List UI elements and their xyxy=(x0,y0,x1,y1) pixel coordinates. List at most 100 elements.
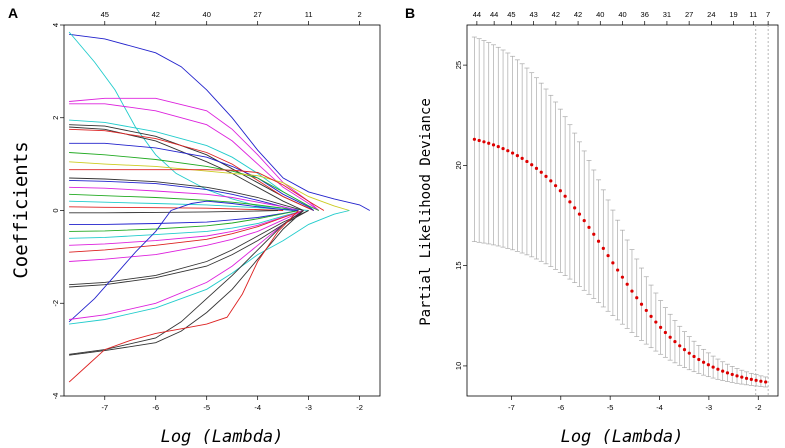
coef-path-path11 xyxy=(69,161,350,211)
y-tick-label: 20 xyxy=(454,161,463,169)
coef-path-path05 xyxy=(69,119,315,211)
deviance-point xyxy=(697,357,701,362)
deviance-point xyxy=(687,351,691,355)
y-tick-label: 10 xyxy=(454,362,463,370)
top-tick-label: 2 xyxy=(358,10,362,19)
coef-path-path28 xyxy=(68,200,299,323)
panel-b: B -7 -6 -5 -4 -3 -2 10 15 20 25 44 44 45 43 42 42 40 40… xyxy=(405,5,779,447)
coef-path-path31 xyxy=(69,210,304,355)
coef-path-path02 xyxy=(68,31,309,211)
top-tick-label: 19 xyxy=(729,10,737,19)
deviance-point xyxy=(596,239,601,243)
deviance-point xyxy=(682,348,687,352)
y-tick-label: -4 xyxy=(51,393,60,400)
panel-b-top-axis: 44 44 45 43 42 42 40 40 36 31 27 24 19 11 7 xyxy=(473,10,770,25)
deviance-point xyxy=(749,377,753,381)
top-tick-label: 42 xyxy=(152,10,160,19)
coef-path-path13 xyxy=(69,177,304,211)
top-tick-label: 45 xyxy=(507,10,515,19)
deviance-point xyxy=(487,141,491,145)
deviance-point xyxy=(711,365,715,369)
y-tick-label: 0 xyxy=(51,208,60,212)
deviance-point xyxy=(616,268,620,272)
deviance-point xyxy=(620,275,625,279)
x-tick-label: -5 xyxy=(607,403,614,412)
x-tick-label: -3 xyxy=(706,403,713,412)
x-tick-label: -5 xyxy=(203,403,210,412)
deviance-point xyxy=(759,379,763,383)
deviance-point xyxy=(659,325,663,330)
coef-path-path25 xyxy=(69,210,304,262)
panel-b-points xyxy=(472,137,768,384)
coef-path-path27 xyxy=(69,210,309,288)
deviance-point xyxy=(515,153,519,158)
top-tick-label: 40 xyxy=(203,10,211,19)
coef-path-path32 xyxy=(69,210,304,356)
y-tick-label: 2 xyxy=(51,116,60,120)
deviance-point xyxy=(706,363,710,367)
top-tick-label: 43 xyxy=(529,10,537,19)
deviance-point xyxy=(654,320,658,324)
coef-path-path24 xyxy=(69,210,304,253)
top-tick-label: 40 xyxy=(618,10,626,19)
deviance-point xyxy=(544,174,548,179)
panel-a-x-label: Log (Lambda) xyxy=(161,427,284,447)
y-tick-label: 15 xyxy=(454,261,463,269)
panel-b-x-label: Log (Lambda) xyxy=(561,427,684,447)
deviance-point xyxy=(506,149,510,153)
panel-b-y-ticks: 10 15 20 25 xyxy=(454,61,467,370)
deviance-point xyxy=(496,145,500,149)
deviance-point xyxy=(472,137,477,141)
deviance-point xyxy=(477,138,481,143)
panel-a-lines xyxy=(68,31,371,383)
deviance-point xyxy=(577,212,582,216)
coef-path-path22 xyxy=(69,210,304,239)
deviance-point xyxy=(735,374,739,378)
coef-path-path30 xyxy=(69,210,304,320)
deviance-point xyxy=(534,166,539,170)
deviance-point xyxy=(511,151,515,155)
coef-path-path33 xyxy=(68,210,299,383)
deviance-point xyxy=(630,289,634,293)
deviance-point xyxy=(563,194,567,198)
coef-path-path09 xyxy=(69,142,314,211)
deviance-point xyxy=(625,282,629,286)
top-tick-label: 42 xyxy=(574,10,582,19)
deviance-point xyxy=(692,354,696,359)
deviance-point xyxy=(701,360,706,364)
panel-a-plot-frame xyxy=(63,24,381,397)
deviance-point xyxy=(601,246,605,251)
coef-path-path19 xyxy=(69,210,279,214)
x-tick-label: -4 xyxy=(254,403,261,412)
deviance-point xyxy=(639,302,644,306)
top-tick-label: 40 xyxy=(596,10,604,19)
deviance-point xyxy=(740,375,744,379)
deviance-point xyxy=(716,367,720,371)
coef-path-path01 xyxy=(69,33,371,211)
coef-path-path12 xyxy=(69,169,325,211)
deviance-point xyxy=(754,378,758,382)
x-tick-label: -2 xyxy=(755,403,762,412)
y-tick-label: 25 xyxy=(454,61,463,69)
deviance-point xyxy=(678,344,682,348)
deviance-point xyxy=(525,159,529,164)
panel-b-letter: B xyxy=(405,5,415,21)
deviance-point xyxy=(530,163,534,167)
top-tick-label: 44 xyxy=(473,10,481,19)
x-tick-label: -2 xyxy=(356,403,363,412)
deviance-point xyxy=(587,225,591,229)
panel-b-reference-lines xyxy=(755,25,769,396)
deviance-point xyxy=(673,340,677,344)
top-tick-label: 42 xyxy=(552,10,560,19)
panel-a-y-label: Coefficients xyxy=(10,141,32,278)
top-tick-label: 27 xyxy=(254,10,262,19)
panel-a-x-ticks: -7 -6 -5 -4 -3 -2 xyxy=(101,396,363,412)
top-tick-label: 44 xyxy=(490,10,498,19)
deviance-point xyxy=(730,372,734,377)
deviance-point xyxy=(668,335,672,339)
x-tick-label: -3 xyxy=(305,403,312,412)
coef-path-path29 xyxy=(69,210,350,325)
deviance-point xyxy=(663,330,667,335)
coef-path-path08 xyxy=(69,128,314,211)
